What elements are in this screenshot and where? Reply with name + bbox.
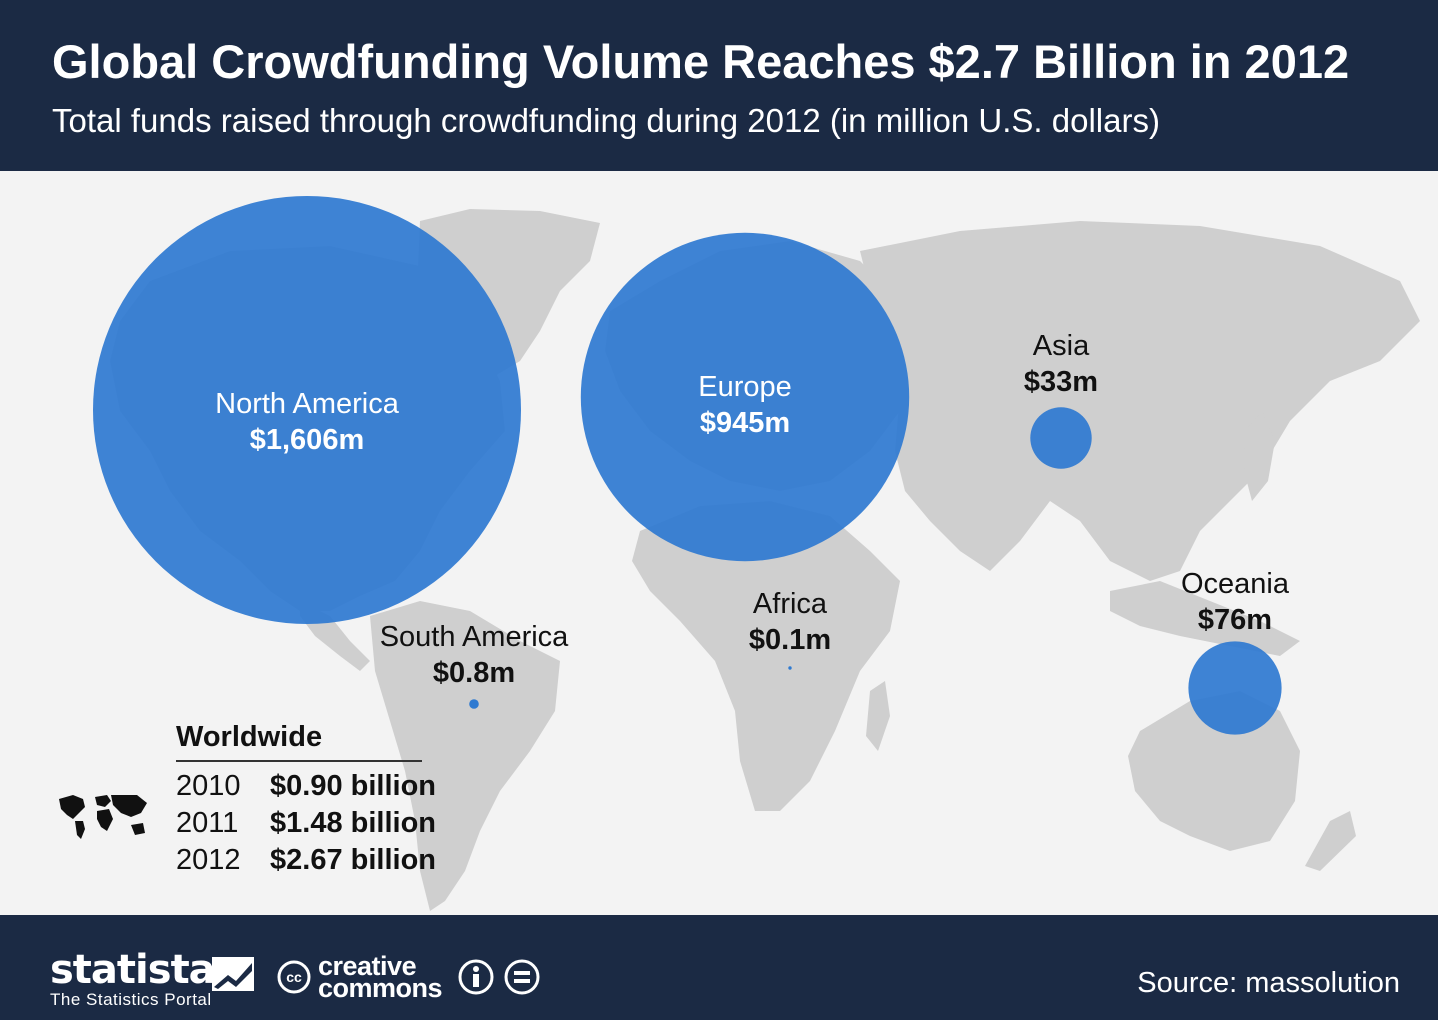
- region-name: Oceania: [1180, 568, 1290, 600]
- bubble-asia: [1030, 407, 1092, 469]
- label-africa: Africa $0.1m: [749, 586, 831, 658]
- region-value: $0.1m: [748, 624, 832, 656]
- region-name: Europe: [698, 371, 792, 403]
- region-value: $33m: [1023, 366, 1099, 398]
- footer-banner: statista The Statistics Portal cc creati…: [0, 915, 1438, 1020]
- bubble-africa: [788, 666, 792, 670]
- landmass-se-asia-islands: [1110, 581, 1300, 656]
- bubble-oceania: [1188, 641, 1282, 735]
- no-derivatives-icon: [504, 959, 540, 995]
- cc-line1: creative: [318, 951, 417, 981]
- bubble-europe: [580, 232, 910, 562]
- landmass-africa: [632, 501, 900, 811]
- cc-line2: commons: [318, 973, 443, 1003]
- bubble-south-america: [469, 699, 479, 709]
- bubble-north-america: [93, 196, 521, 624]
- label-europe: Europe $945m: [698, 369, 792, 441]
- region-value: $1,606m: [249, 424, 365, 456]
- world-map-icon: [59, 795, 147, 839]
- landmass-new-zealand: [1305, 811, 1356, 871]
- label-south-america: South America $0.8m: [380, 619, 569, 691]
- worldwide-row: 2012 $2.67 billion: [176, 842, 456, 879]
- worldwide-year: 2011: [176, 807, 239, 839]
- landmass-australia: [1128, 691, 1300, 851]
- region-value: $945m: [699, 407, 791, 439]
- statista-logo[interactable]: statista The Statistics Portal: [50, 947, 216, 1009]
- landmass-japan: [1244, 411, 1275, 501]
- worldwide-row: 2011 $1.48 billion: [176, 805, 456, 842]
- cc-wordmark: creative commons: [318, 951, 443, 1003]
- worldwide-year: 2010: [176, 770, 241, 802]
- world-map-area: North America $1,606m Europe $945m Asia …: [0, 171, 1438, 915]
- brand-tagline: The Statistics Portal: [50, 990, 212, 1009]
- region-name: South America: [379, 621, 569, 653]
- region-name: Asia: [1032, 330, 1090, 362]
- worldwide-value: $0.90 billion: [270, 770, 436, 802]
- world-map: [93, 196, 1420, 911]
- bubble-layer: [93, 196, 1282, 735]
- worldwide-title: Worldwide: [176, 721, 422, 762]
- label-asia: Asia $33m: [1024, 328, 1098, 400]
- region-name: North America: [215, 388, 399, 420]
- cc-icon: cc: [277, 960, 311, 994]
- creative-commons-badge[interactable]: cc creative commons: [276, 951, 542, 1003]
- worldwide-value: $1.48 billion: [270, 807, 436, 839]
- worldwide-row: 2010 $0.90 billion: [176, 768, 456, 805]
- svg-text:cc: cc: [286, 969, 302, 985]
- statista-mark-icon: [212, 957, 254, 991]
- worldwide-year: 2012: [176, 844, 241, 876]
- label-north-america: North America $1,606m: [215, 386, 399, 458]
- region-value: $0.8m: [432, 657, 516, 689]
- region-name: Africa: [752, 588, 828, 620]
- landmass-asia: [860, 221, 1420, 581]
- worldwide-value: $2.67 billion: [270, 844, 436, 876]
- header-banner: Global Crowdfunding Volume Reaches $2.7 …: [0, 0, 1438, 171]
- label-oceania: Oceania $76m: [1181, 566, 1289, 638]
- brand-name: statista: [50, 947, 216, 993]
- source-note: Source: massolution: [1137, 967, 1400, 999]
- landmass-madagascar: [866, 681, 890, 751]
- landmass-south-america: [370, 601, 560, 911]
- chart-subtitle: Total funds raised through crowdfunding …: [52, 102, 1160, 139]
- worldwide-table: Worldwide 2010 $0.90 billion 2011 $1.48 …: [176, 721, 456, 879]
- chart-title: Global Crowdfunding Volume Reaches $2.7 …: [52, 35, 1350, 88]
- attribution-icon: [458, 959, 494, 995]
- region-value: $76m: [1197, 604, 1273, 636]
